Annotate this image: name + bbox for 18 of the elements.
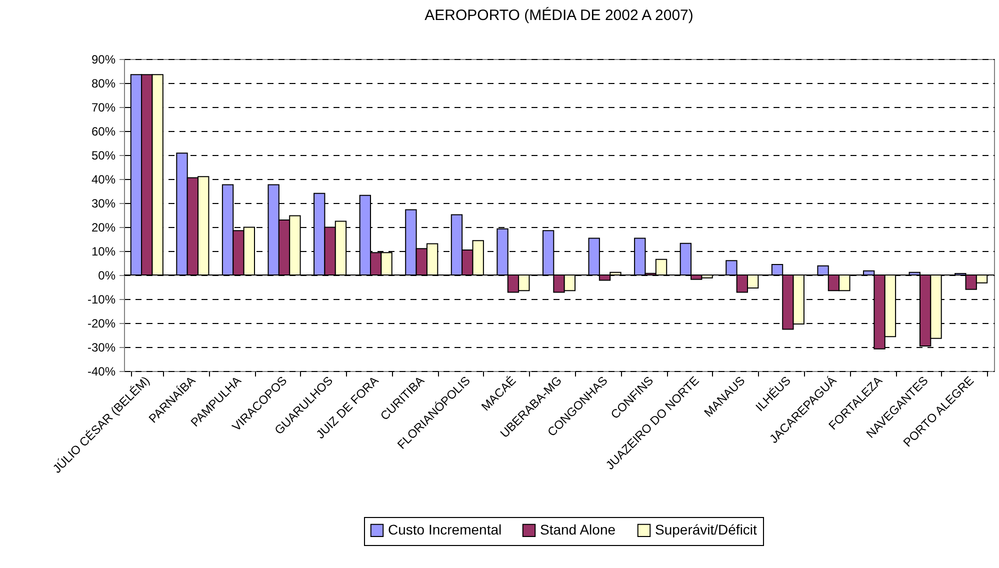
legend-label: Superávit/Déficit <box>655 521 758 538</box>
y-tick-label: 0% <box>98 268 116 282</box>
y-tick-label: 30% <box>91 196 116 210</box>
y-tick-label: -20% <box>87 316 116 330</box>
y-tick-label: -40% <box>87 364 116 378</box>
y-tick-label: 60% <box>91 124 116 138</box>
y-tick-label: -30% <box>87 340 116 354</box>
y-tick-label: 90% <box>91 52 116 66</box>
y-tick-label: 40% <box>91 172 116 186</box>
legend-label: Custo Incremental <box>388 521 502 538</box>
y-tick-label: 80% <box>91 76 116 90</box>
y-tick-label: 70% <box>91 100 116 114</box>
y-tick-label: 10% <box>91 244 116 258</box>
y-tick-label: 20% <box>91 220 116 234</box>
legend-label: Stand Alone <box>540 521 616 538</box>
chart-title: AEROPORTO (MÉDIA DE 2002 A 2007) <box>424 6 694 24</box>
y-tick-label: -10% <box>87 292 116 306</box>
y-tick-label: 50% <box>91 148 116 162</box>
